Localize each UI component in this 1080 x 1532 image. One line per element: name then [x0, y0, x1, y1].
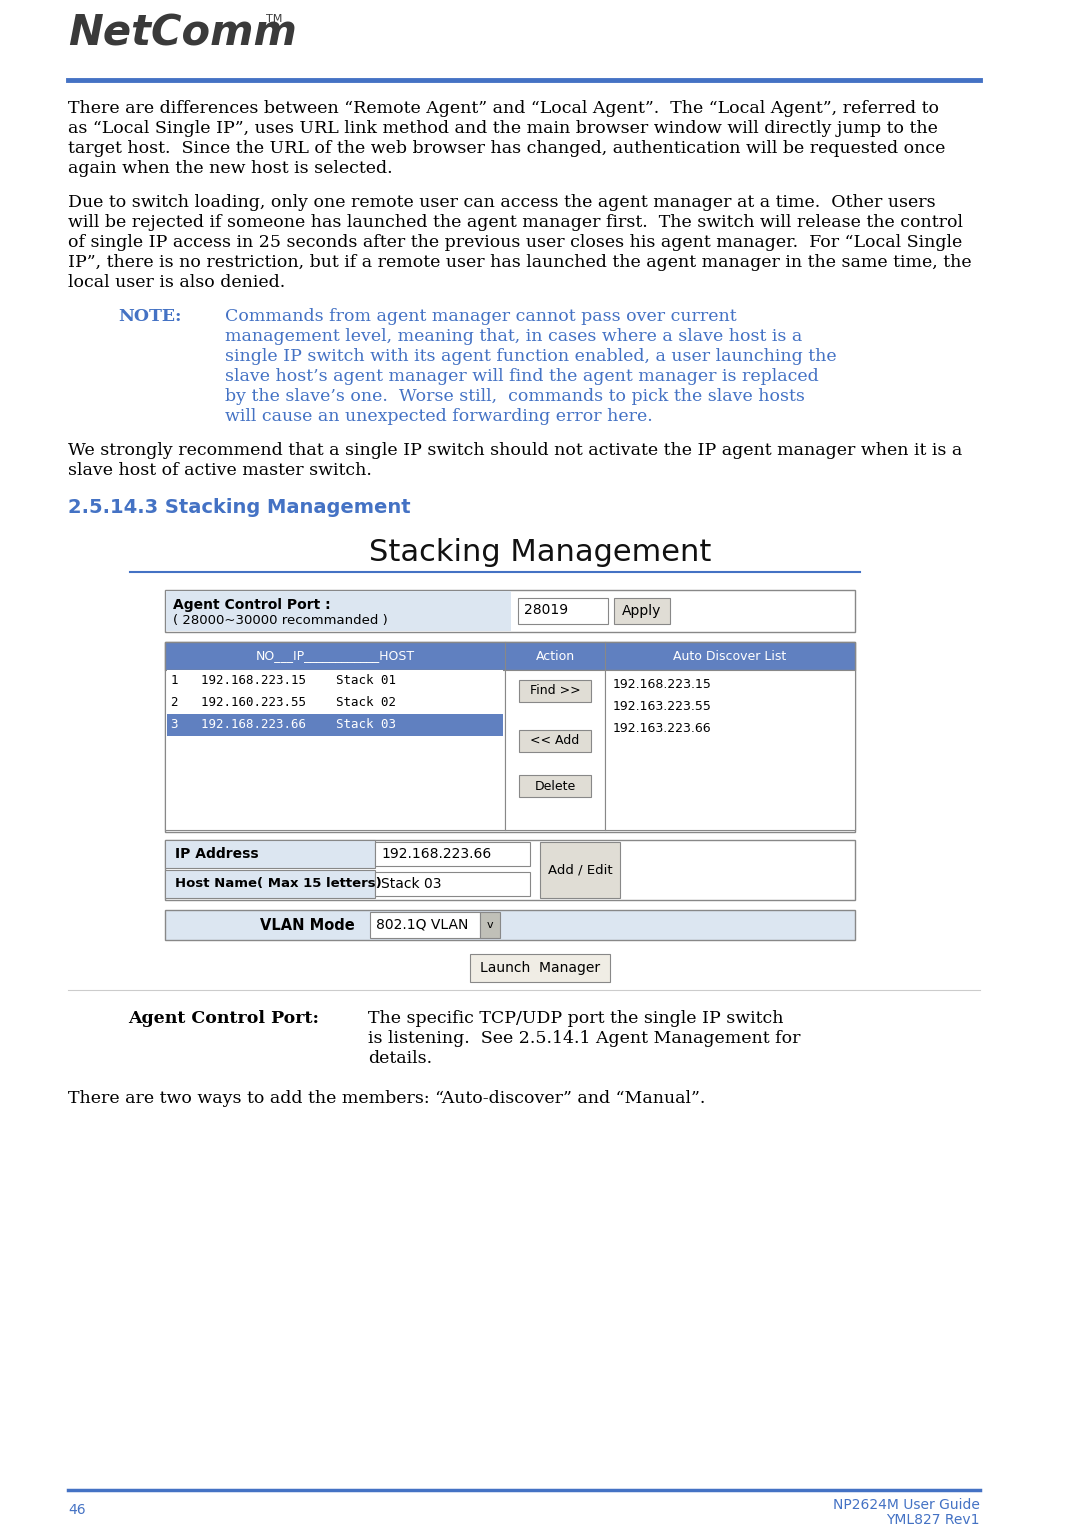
Text: VLAN Mode: VLAN Mode: [260, 918, 355, 933]
Text: 192.168.223.66: 192.168.223.66: [381, 847, 491, 861]
Bar: [518, 597, 608, 624]
Bar: [605, 669, 855, 830]
Text: Find >>: Find >>: [529, 685, 580, 697]
Text: YML827 Rev1: YML827 Rev1: [887, 1514, 980, 1527]
Bar: [519, 731, 591, 752]
Text: Auto Discover List: Auto Discover List: [673, 650, 786, 662]
Bar: [165, 590, 855, 633]
Text: 2.5.14.3 Stacking Management: 2.5.14.3 Stacking Management: [68, 498, 410, 516]
Bar: [519, 775, 591, 797]
Text: 2   192.160.223.55    Stack 02: 2 192.160.223.55 Stack 02: [171, 697, 396, 709]
Text: << Add: << Add: [530, 734, 580, 748]
Text: Host Name( Max 15 letters): Host Name( Max 15 letters): [175, 878, 381, 890]
Text: as “Local Single IP”, uses URL link method and the main browser window will dire: as “Local Single IP”, uses URL link meth…: [68, 119, 937, 136]
Text: 192.163.223.66: 192.163.223.66: [613, 722, 712, 734]
Bar: [375, 872, 530, 896]
Bar: [375, 843, 530, 866]
Text: v: v: [487, 921, 494, 930]
Text: single IP switch with its agent function enabled, a user launching the: single IP switch with its agent function…: [225, 348, 837, 365]
Bar: [166, 591, 511, 631]
Text: of single IP access in 25 seconds after the previous user closes his agent manag: of single IP access in 25 seconds after …: [68, 234, 962, 251]
Text: The specific TCP/UDP port the single IP switch: The specific TCP/UDP port the single IP …: [368, 1010, 783, 1026]
Text: again when the new host is selected.: again when the new host is selected.: [68, 159, 393, 178]
Text: NetComm: NetComm: [68, 12, 297, 54]
Text: 28019: 28019: [524, 604, 568, 617]
Text: slave host of active master switch.: slave host of active master switch.: [68, 463, 372, 480]
Text: details.: details.: [368, 1049, 432, 1066]
Text: NOTE:: NOTE:: [118, 308, 181, 325]
Bar: [165, 840, 375, 869]
Text: local user is also denied.: local user is also denied.: [68, 274, 285, 291]
Bar: [519, 680, 591, 702]
Bar: [165, 642, 855, 669]
Bar: [167, 692, 503, 714]
Text: Commands from agent manager cannot pass over current: Commands from agent manager cannot pass …: [225, 308, 737, 325]
Text: TM: TM: [266, 14, 282, 25]
Text: IP Address: IP Address: [175, 847, 258, 861]
Text: 46: 46: [68, 1503, 85, 1517]
Bar: [505, 669, 605, 830]
Text: Add / Edit: Add / Edit: [548, 864, 612, 876]
Text: Agent Control Port:: Agent Control Port:: [129, 1010, 319, 1026]
Text: Delete: Delete: [535, 780, 576, 792]
Text: There are differences between “Remote Agent” and “Local Agent”.  The “Local Agen: There are differences between “Remote Ag…: [68, 100, 939, 116]
Text: We strongly recommend that a single IP switch should not activate the IP agent m: We strongly recommend that a single IP s…: [68, 443, 962, 460]
Bar: [165, 642, 855, 832]
Text: NO___IP____________HOST: NO___IP____________HOST: [256, 650, 415, 662]
Text: 3   192.168.223.66    Stack 03: 3 192.168.223.66 Stack 03: [171, 719, 396, 731]
Bar: [165, 910, 855, 941]
Text: NP2624M User Guide: NP2624M User Guide: [833, 1498, 980, 1512]
Text: Action: Action: [536, 650, 575, 662]
Text: 802.1Q VLAN: 802.1Q VLAN: [376, 918, 469, 931]
Text: Due to switch loading, only one remote user can access the agent manager at a ti: Due to switch loading, only one remote u…: [68, 195, 935, 211]
Text: Agent Control Port :: Agent Control Port :: [173, 597, 330, 611]
Text: target host.  Since the URL of the web browser has changed, authentication will : target host. Since the URL of the web br…: [68, 139, 945, 156]
Bar: [480, 912, 500, 938]
Bar: [470, 954, 610, 982]
Bar: [165, 870, 375, 898]
Text: will cause an unexpected forwarding error here.: will cause an unexpected forwarding erro…: [225, 408, 652, 424]
Text: Launch  Manager: Launch Manager: [480, 961, 600, 974]
Bar: [165, 669, 505, 830]
Text: management level, meaning that, in cases where a slave host is a: management level, meaning that, in cases…: [225, 328, 802, 345]
Text: slave host’s agent manager will find the agent manager is replaced: slave host’s agent manager will find the…: [225, 368, 819, 385]
Bar: [615, 597, 670, 624]
Text: Stacking Management: Stacking Management: [368, 538, 712, 567]
Bar: [540, 843, 620, 898]
Text: is listening.  See 2.5.14.1 Agent Management for: is listening. See 2.5.14.1 Agent Managem…: [368, 1030, 800, 1046]
Bar: [165, 840, 855, 899]
Text: will be rejected if someone has launched the agent manager first.  The switch wi: will be rejected if someone has launched…: [68, 214, 963, 231]
Text: There are two ways to add the members: “Auto-discover” and “Manual”.: There are two ways to add the members: “…: [68, 1089, 705, 1108]
Text: 192.163.223.55: 192.163.223.55: [613, 700, 712, 712]
Text: ( 28000~30000 recommanded ): ( 28000~30000 recommanded ): [173, 614, 388, 627]
Text: 1   192.168.223.15    Stack 01: 1 192.168.223.15 Stack 01: [171, 674, 396, 688]
Text: Apply: Apply: [622, 604, 662, 617]
Text: by the slave’s one.  Worse still,  commands to pick the slave hosts: by the slave’s one. Worse still, command…: [225, 388, 805, 404]
Text: IP”, there is no restriction, but if a remote user has launched the agent manage: IP”, there is no restriction, but if a r…: [68, 254, 972, 271]
Bar: [167, 669, 503, 692]
Text: 192.168.223.15: 192.168.223.15: [613, 677, 712, 691]
Text: Stack 03: Stack 03: [381, 876, 442, 892]
Bar: [167, 714, 503, 735]
Bar: [370, 912, 480, 938]
